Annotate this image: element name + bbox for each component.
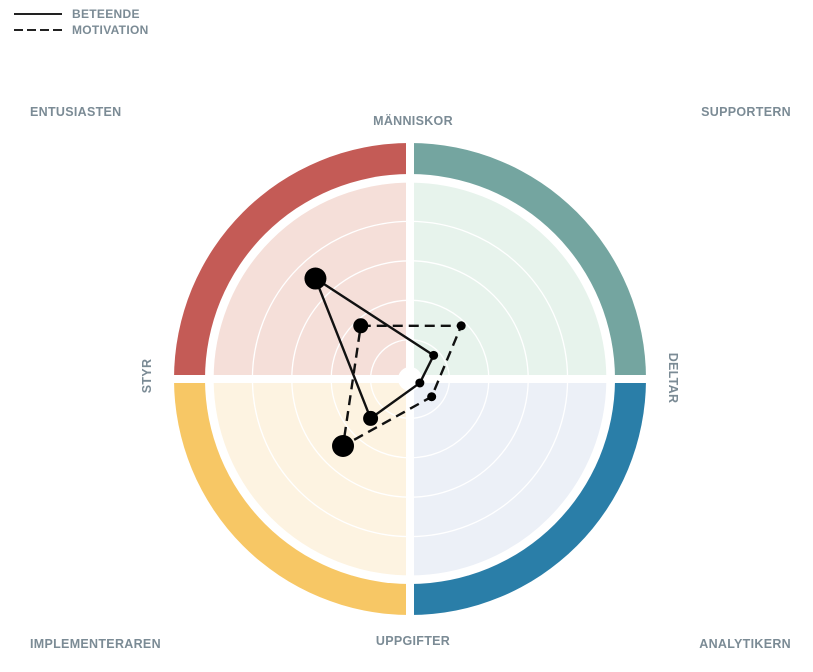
axis-label-left: STYR xyxy=(140,359,154,394)
quadrant-fill xyxy=(410,379,607,576)
data-point xyxy=(304,267,327,290)
data-point xyxy=(415,378,425,388)
data-point xyxy=(456,321,466,331)
axis-label-right: DELTAR xyxy=(666,353,680,404)
dashed-line-icon xyxy=(14,29,62,31)
data-point xyxy=(332,434,355,457)
axis-label-top: MÄNNISKOR xyxy=(373,113,453,128)
data-point xyxy=(363,410,379,426)
quadrant-fill xyxy=(410,182,607,379)
legend-label-motivation: MOTIVATION xyxy=(72,23,149,37)
quadrant-fill xyxy=(213,379,410,576)
corner-label-supportern: SUPPORTERN xyxy=(701,105,791,119)
legend-item-beteende: BETEENDE xyxy=(14,6,149,22)
legend-label-beteende: BETEENDE xyxy=(72,7,140,21)
corner-label-implementeraren: IMPLEMENTERAREN xyxy=(30,637,161,651)
legend-item-motivation: MOTIVATION xyxy=(14,22,149,38)
legend: BETEENDE MOTIVATION xyxy=(14,6,149,38)
data-point xyxy=(353,318,369,334)
corner-label-entusiasten: ENTUSIASTEN xyxy=(30,105,122,119)
data-point xyxy=(427,392,437,402)
quadrant-backgrounds xyxy=(174,143,646,615)
solid-line-icon xyxy=(14,13,62,15)
axis-label-bottom: UPPGIFTER xyxy=(376,634,450,648)
data-point xyxy=(429,350,439,360)
data-series xyxy=(304,267,466,457)
corner-label-analytikern: ANALYTIKERN xyxy=(699,637,791,651)
